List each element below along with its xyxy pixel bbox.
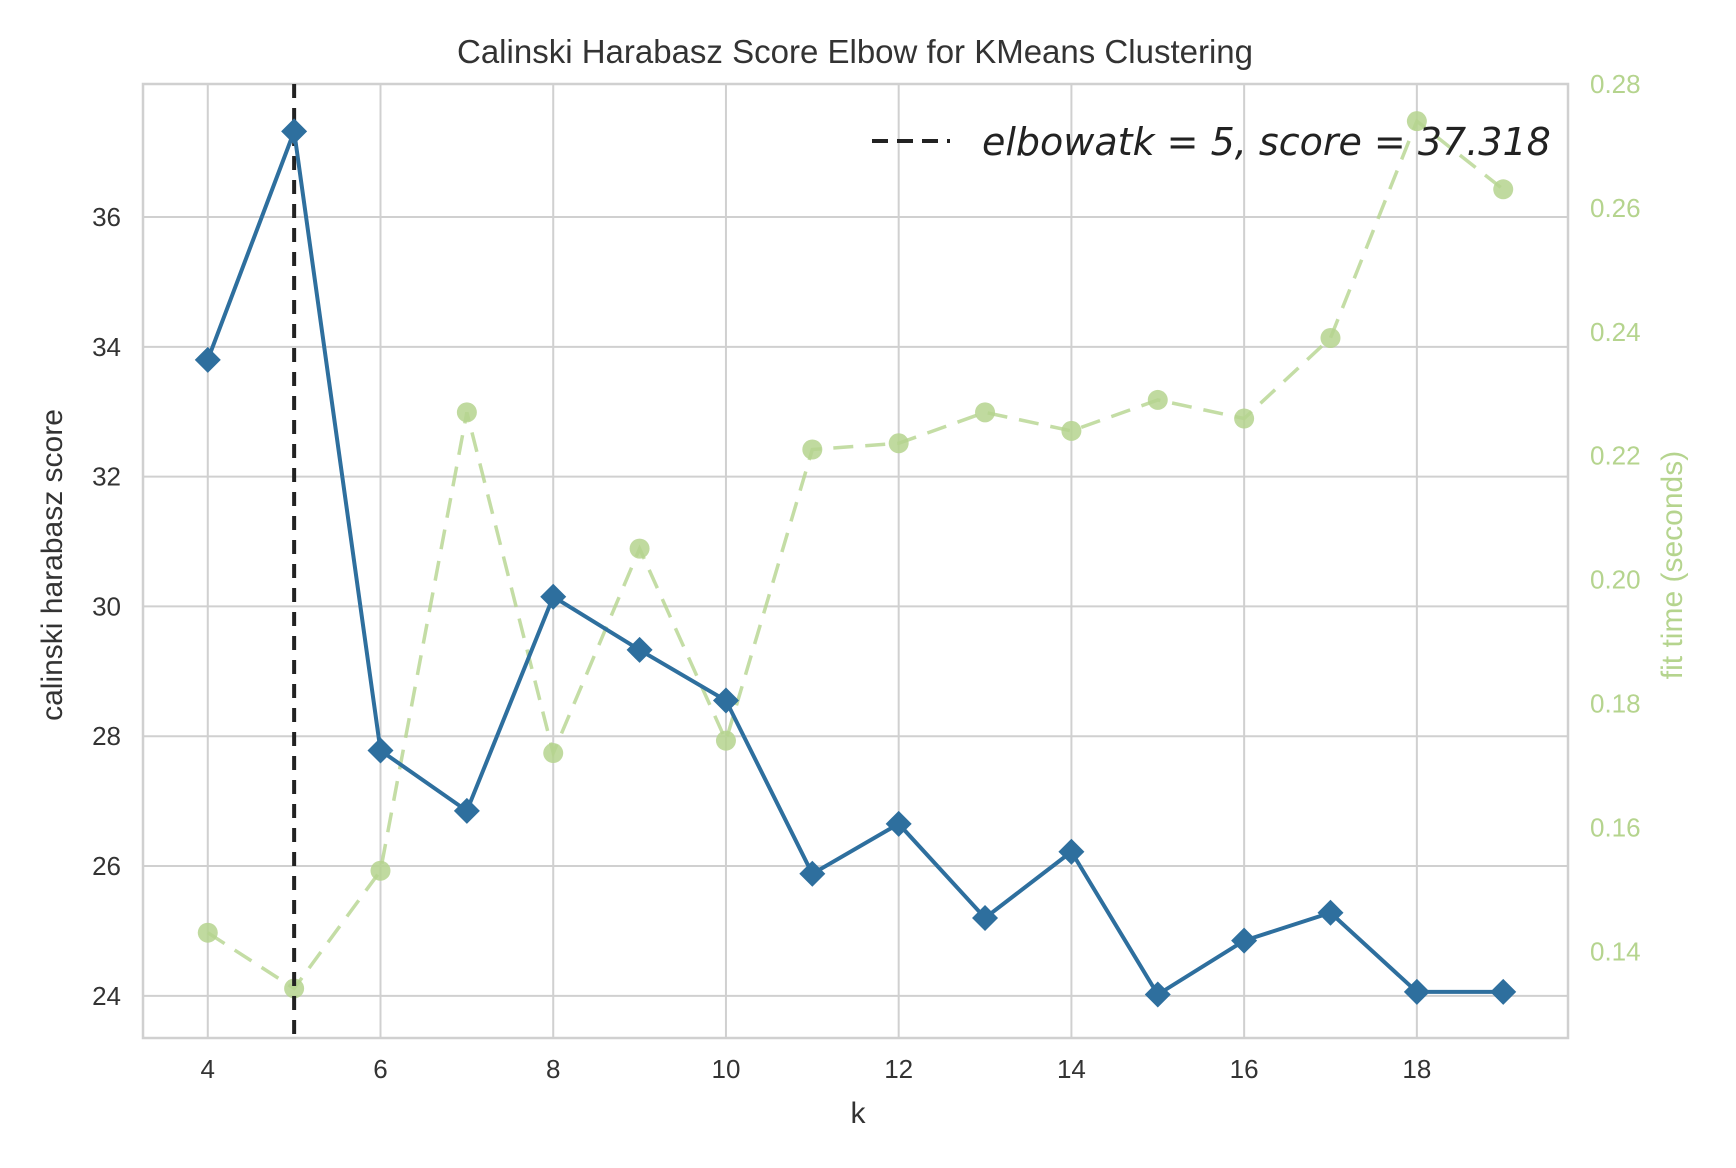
y2-tick-label: 0.26 — [1590, 193, 1641, 223]
score-point — [194, 346, 221, 373]
fit-time-point — [543, 743, 564, 764]
fit-time-point — [802, 439, 823, 460]
y2-tick-label: 0.20 — [1590, 565, 1641, 595]
y-axis-label: calinski harabasz score — [36, 409, 69, 721]
x-tick-label: 18 — [1402, 1054, 1431, 1084]
fit-time-point — [1234, 408, 1255, 429]
y2-tick-label: 0.28 — [1590, 69, 1641, 99]
score-line — [205, 130, 1504, 998]
x-tick-label: 6 — [373, 1054, 387, 1084]
score-point — [1144, 981, 1171, 1008]
score-point — [1058, 838, 1085, 865]
score-point — [1490, 978, 1517, 1005]
score-point — [1403, 978, 1430, 1005]
y-tick-label: 36 — [92, 202, 121, 232]
tick-labels: 4 6 8 10 12 14 16 18 24 26 28 30 32 34 36 0.14 0.16 0.18 0… — [92, 69, 1641, 1084]
plot-background — [143, 84, 1568, 1038]
fit-time-point — [1493, 179, 1514, 200]
y2-tick-label: 0.14 — [1590, 936, 1641, 966]
score-point — [799, 860, 826, 887]
score-point — [281, 118, 308, 145]
x-tick-label: 10 — [711, 1054, 740, 1084]
score-point — [972, 904, 999, 931]
legend: elbowatk = 5, score = 37.318 — [872, 120, 1551, 164]
fit-time-point — [284, 978, 305, 999]
series-layer — [194, 84, 1517, 1038]
y-tick-label: 32 — [92, 462, 121, 492]
fit-time-point — [197, 922, 218, 943]
score-point — [626, 636, 653, 663]
score-point — [540, 583, 567, 610]
plot-frame — [141, 82, 1570, 1040]
y2-tick-label: 0.24 — [1590, 317, 1641, 347]
fit-time-point — [1320, 327, 1341, 348]
x-tick-label: 8 — [546, 1054, 560, 1084]
fit-time-line — [206, 118, 1505, 991]
y2-tick-label: 0.16 — [1590, 812, 1641, 842]
score-point — [712, 687, 739, 714]
y-tick-label: 30 — [92, 591, 121, 621]
score-point — [453, 797, 480, 824]
fit-time-point — [975, 402, 996, 423]
y2-tick-label: 0.18 — [1590, 688, 1641, 718]
score-point — [885, 810, 912, 837]
chart-title: Calinski Harabasz Score Elbow for KMeans… — [457, 33, 1253, 70]
y2-tick-label: 0.22 — [1590, 441, 1641, 471]
fit-time-point — [456, 402, 477, 423]
fit-time-point — [1061, 420, 1082, 441]
x-tick-label: 12 — [884, 1054, 913, 1084]
legend-label: elbowatk = 5, score = 37.318 — [982, 120, 1551, 164]
fit-time-point — [1406, 111, 1427, 132]
x-tick-label: 14 — [1057, 1054, 1086, 1084]
fit-time-point — [370, 860, 391, 881]
x-tick-label: 4 — [201, 1054, 215, 1084]
y-tick-label: 34 — [92, 332, 121, 362]
fit-time-point — [1147, 389, 1168, 410]
y-tick-label: 24 — [92, 981, 121, 1011]
x-tick-label: 16 — [1230, 1054, 1259, 1084]
fit-time-point — [715, 730, 736, 751]
x-axis-label: k — [851, 1097, 867, 1130]
fit-time-point — [629, 538, 650, 559]
fit-time-point — [888, 433, 909, 454]
y2-axis-label: fit time (seconds) — [1656, 451, 1689, 679]
score-point — [367, 737, 394, 764]
y-tick-label: 26 — [92, 851, 121, 881]
y-tick-label: 28 — [92, 721, 121, 751]
score-point — [1317, 899, 1344, 926]
score-point — [1231, 927, 1258, 954]
